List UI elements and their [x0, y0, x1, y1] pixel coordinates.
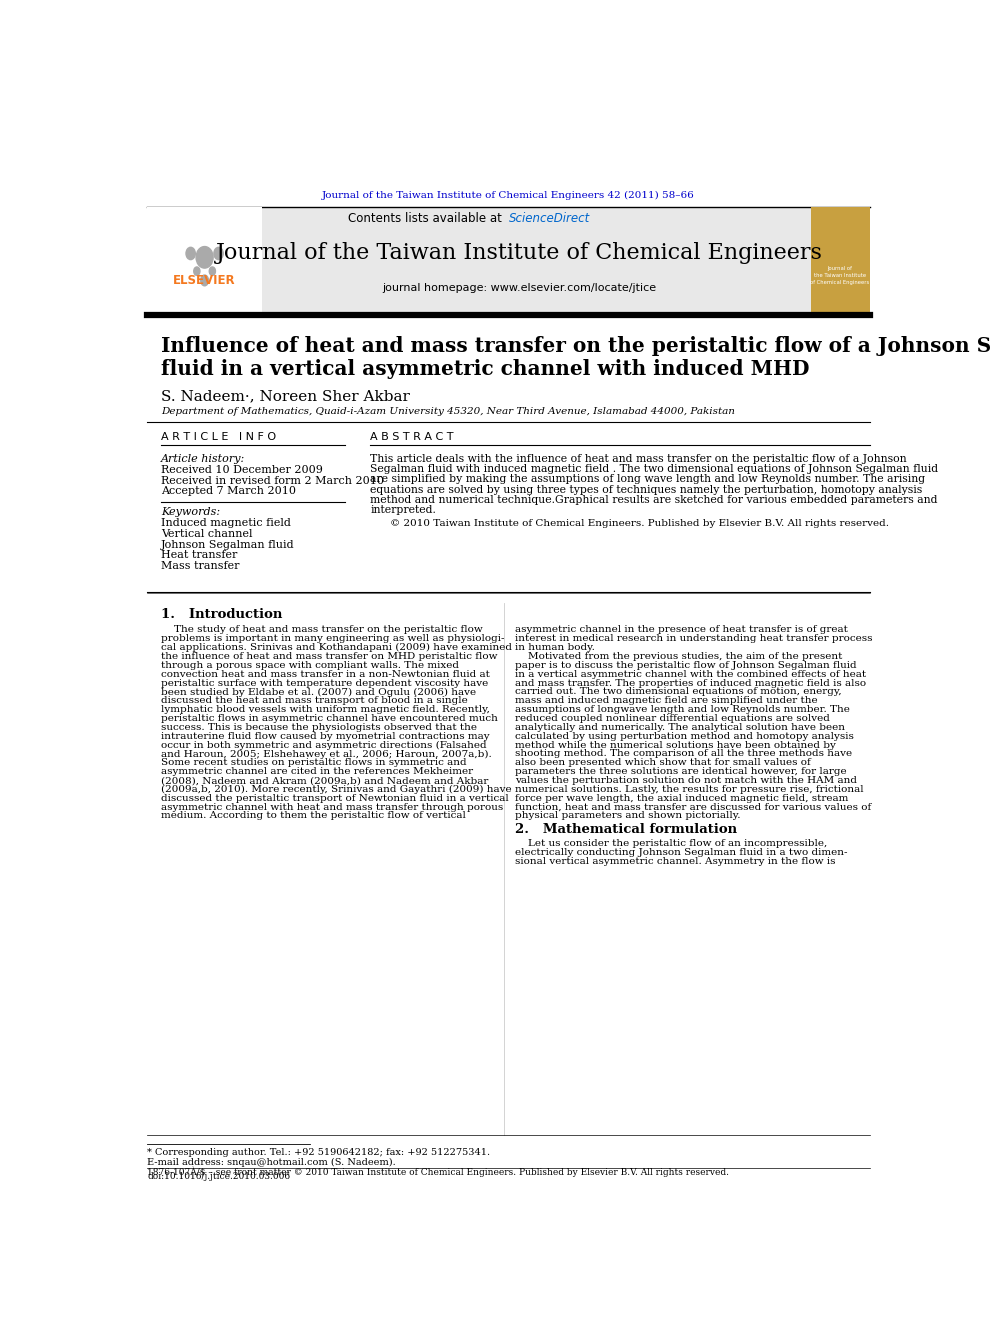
Text: E-mail address: snqau@hotmail.com (S. Nadeem).: E-mail address: snqau@hotmail.com (S. Na…	[147, 1158, 396, 1167]
Text: Journal of the Taiwan Institute of Chemical Engineers: Journal of the Taiwan Institute of Chemi…	[216, 242, 822, 263]
Text: Journal of
the Taiwan Institute
of Chemical Engineers: Journal of the Taiwan Institute of Chemi…	[810, 266, 870, 286]
Text: Segalman fluid with induced magnetic field . The two dimensional equations of Jo: Segalman fluid with induced magnetic fie…	[370, 464, 938, 474]
Text: Mass transfer: Mass transfer	[161, 561, 240, 572]
Ellipse shape	[209, 267, 215, 275]
Text: Received in revised form 2 March 2010: Received in revised form 2 March 2010	[161, 476, 384, 486]
Text: discussed the heat and mass transport of blood in a single: discussed the heat and mass transport of…	[161, 696, 468, 705]
Text: assumptions of longwave length and low Reynolds number. The: assumptions of longwave length and low R…	[516, 705, 850, 714]
Text: problems is important in many engineering as well as physiologi-: problems is important in many engineerin…	[161, 634, 505, 643]
Text: occur in both symmetric and asymmetric directions (Falsahed: occur in both symmetric and asymmetric d…	[161, 741, 487, 750]
Text: ScienceDirect: ScienceDirect	[509, 212, 590, 225]
Text: doi:10.1016/j.jtice.2010.03.006: doi:10.1016/j.jtice.2010.03.006	[147, 1172, 291, 1181]
Text: and Haroun, 2005; Elshehawey et al., 2006; Haroun, 2007a,b).: and Haroun, 2005; Elshehawey et al., 200…	[161, 749, 492, 758]
Text: Heat transfer: Heat transfer	[161, 550, 237, 561]
Text: asymmetric channel are cited in the references Mekheimer: asymmetric channel are cited in the refe…	[161, 767, 473, 777]
Text: interest in medical research in understanding heat transfer process: interest in medical research in understa…	[516, 634, 873, 643]
Text: reduced coupled nonlinear differential equations are solved: reduced coupled nonlinear differential e…	[516, 714, 830, 724]
Text: calculated by using perturbation method and homotopy analysis: calculated by using perturbation method …	[516, 732, 854, 741]
Ellipse shape	[193, 267, 200, 275]
Text: journal homepage: www.elsevier.com/locate/jtice: journal homepage: www.elsevier.com/locat…	[382, 283, 657, 294]
Text: A B S T R A C T: A B S T R A C T	[370, 433, 454, 442]
Text: parameters the three solutions are identical however, for large: parameters the three solutions are ident…	[516, 767, 847, 777]
Text: Journal of the Taiwan Institute of Chemical Engineers 42 (2011) 58–66: Journal of the Taiwan Institute of Chemi…	[322, 191, 694, 200]
Text: equations are solved by using three types of techniques namely the perturbation,: equations are solved by using three type…	[370, 484, 923, 495]
Text: mass and induced magnetic field are simplified under the: mass and induced magnetic field are simp…	[516, 696, 818, 705]
Text: interpreted.: interpreted.	[370, 505, 436, 515]
Bar	[147, 206, 262, 312]
Text: S. Nadeem·, Noreen Sher Akbar: S. Nadeem·, Noreen Sher Akbar	[161, 389, 410, 404]
Text: A R T I C L E   I N F O: A R T I C L E I N F O	[161, 433, 277, 442]
Text: success. This is because the physiologists observed that the: success. This is because the physiologis…	[161, 722, 477, 732]
Text: Influence of heat and mass transfer on the peristaltic flow of a Johnson Segalma: Influence of heat and mass transfer on t…	[161, 336, 992, 356]
Text: 1876-107À/$ – see front matter © 2010 Taiwan Institute of Chemical Engineers. Pu: 1876-107À/$ – see front matter © 2010 Ta…	[147, 1167, 729, 1177]
Text: fluid in a vertical asymmetric channel with induced MHD: fluid in a vertical asymmetric channel w…	[161, 359, 809, 378]
Text: paper is to discuss the peristaltic flow of Johnson Segalman fluid: paper is to discuss the peristaltic flow…	[516, 662, 857, 669]
Text: peristaltic flows in asymmetric channel have encountered much: peristaltic flows in asymmetric channel …	[161, 714, 498, 724]
Text: method while the numerical solutions have been obtained by: method while the numerical solutions hav…	[516, 741, 836, 750]
Text: asymmetric channel in the presence of heat transfer is of great: asymmetric channel in the presence of he…	[516, 626, 848, 635]
Text: sional vertical asymmetric channel. Asymmetry in the flow is: sional vertical asymmetric channel. Asym…	[516, 856, 836, 865]
Text: medium. According to them the peristaltic flow of vertical: medium. According to them the peristalti…	[161, 811, 466, 820]
Text: The study of heat and mass transfer on the peristaltic flow: The study of heat and mass transfer on t…	[161, 626, 483, 635]
Text: Received 10 December 2009: Received 10 December 2009	[161, 464, 323, 475]
Text: 1.   Introduction: 1. Introduction	[161, 609, 283, 620]
Text: (2009a,b, 2010). More recently, Srinivas and Gayathri (2009) have: (2009a,b, 2010). More recently, Srinivas…	[161, 785, 512, 794]
Text: convection heat and mass transfer in a non-Newtonian fluid at: convection heat and mass transfer in a n…	[161, 669, 490, 679]
Text: peristaltic surface with temperature dependent viscosity have: peristaltic surface with temperature dep…	[161, 679, 488, 688]
Text: function, heat and mass transfer are discussed for various values of: function, heat and mass transfer are dis…	[516, 803, 872, 811]
Text: (2008), Nadeem and Akram (2009a,b) and Nadeem and Akbar: (2008), Nadeem and Akram (2009a,b) and N…	[161, 777, 489, 785]
Text: cal applications. Srinivas and Kothandapani (2009) have examined: cal applications. Srinivas and Kothandap…	[161, 643, 512, 652]
Text: 2.   Mathematical formulation: 2. Mathematical formulation	[516, 823, 737, 836]
Text: the influence of heat and mass transfer on MHD peristaltic flow: the influence of heat and mass transfer …	[161, 652, 498, 662]
Text: carried out. The two dimensional equations of motion, energy,: carried out. The two dimensional equatio…	[516, 688, 842, 696]
Text: ELSEVIER: ELSEVIER	[174, 274, 236, 287]
Text: * Corresponding author. Tel.: +92 5190642182; fax: +92 512275341.: * Corresponding author. Tel.: +92 519064…	[147, 1148, 490, 1158]
Text: are simplified by making the assumptions of long wave length and low Reynolds nu: are simplified by making the assumptions…	[370, 475, 926, 484]
Ellipse shape	[186, 247, 195, 259]
Ellipse shape	[196, 246, 213, 269]
Text: method and numerical technique.Graphical results are sketched for various embedd: method and numerical technique.Graphical…	[370, 495, 938, 504]
Ellipse shape	[214, 247, 223, 259]
Text: in a vertical asymmetric channel with the combined effects of heat: in a vertical asymmetric channel with th…	[516, 669, 866, 679]
Text: Some recent studies on peristaltic flows in symmetric and: Some recent studies on peristaltic flows…	[161, 758, 467, 767]
Text: asymmetric channel with heat and mass transfer through porous: asymmetric channel with heat and mass tr…	[161, 803, 504, 811]
Text: Vertical channel: Vertical channel	[161, 529, 253, 538]
Text: force per wave length, the axial induced magnetic field, stream: force per wave length, the axial induced…	[516, 794, 849, 803]
Bar	[147, 206, 870, 312]
Text: This article deals with the influence of heat and mass transfer on the peristalt: This article deals with the influence of…	[370, 454, 907, 464]
Text: Keywords:: Keywords:	[161, 507, 220, 517]
Text: Accepted 7 March 2010: Accepted 7 March 2010	[161, 487, 297, 496]
Text: Contents lists available at: Contents lists available at	[348, 212, 509, 225]
Text: Article history:: Article history:	[161, 454, 245, 464]
Text: intrauterine fluid flow caused by myometrial contractions may: intrauterine fluid flow caused by myomet…	[161, 732, 490, 741]
Text: physical parameters and shown pictorially.: physical parameters and shown pictoriall…	[516, 811, 741, 820]
Text: through a porous space with compliant walls. The mixed: through a porous space with compliant wa…	[161, 662, 459, 669]
Text: discussed the peristaltic transport of Newtonian fluid in a vertical: discussed the peristaltic transport of N…	[161, 794, 509, 803]
Text: Let us consider the peristaltic flow of an incompressible,: Let us consider the peristaltic flow of …	[516, 839, 827, 848]
Text: in human body.: in human body.	[516, 643, 595, 652]
Bar	[811, 206, 870, 312]
Text: also been presented which show that for small values of: also been presented which show that for …	[516, 758, 811, 767]
Text: analytically and numerically. The analytical solution have been: analytically and numerically. The analyt…	[516, 722, 845, 732]
Text: © 2010 Taiwan Institute of Chemical Engineers. Published by Elsevier B.V. All ri: © 2010 Taiwan Institute of Chemical Engi…	[390, 520, 889, 528]
Text: been studied by Eldabe et al. (2007) and Ogulu (2006) have: been studied by Eldabe et al. (2007) and…	[161, 688, 476, 696]
Text: Motivated from the previous studies, the aim of the present: Motivated from the previous studies, the…	[516, 652, 843, 662]
Text: electrically conducting Johnson Segalman fluid in a two dimen-: electrically conducting Johnson Segalman…	[516, 848, 848, 857]
Text: lymphatic blood vessels with uniform magnetic field. Recently,: lymphatic blood vessels with uniform mag…	[161, 705, 490, 714]
Text: values the perturbation solution do not match with the HAM and: values the perturbation solution do not …	[516, 777, 857, 785]
Text: numerical solutions. Lastly, the results for pressure rise, frictional: numerical solutions. Lastly, the results…	[516, 785, 864, 794]
Text: and mass transfer. The properties of induced magnetic field is also: and mass transfer. The properties of ind…	[516, 679, 866, 688]
Ellipse shape	[200, 275, 208, 286]
Text: shooting method. The comparison of all the three methods have: shooting method. The comparison of all t…	[516, 749, 852, 758]
Text: Department of Mathematics, Quaid-i-Azam University 45320, Near Third Avenue, Isl: Department of Mathematics, Quaid-i-Azam …	[161, 406, 735, 415]
Text: Induced magnetic field: Induced magnetic field	[161, 519, 291, 528]
Text: Johnson Segalman fluid: Johnson Segalman fluid	[161, 540, 295, 549]
